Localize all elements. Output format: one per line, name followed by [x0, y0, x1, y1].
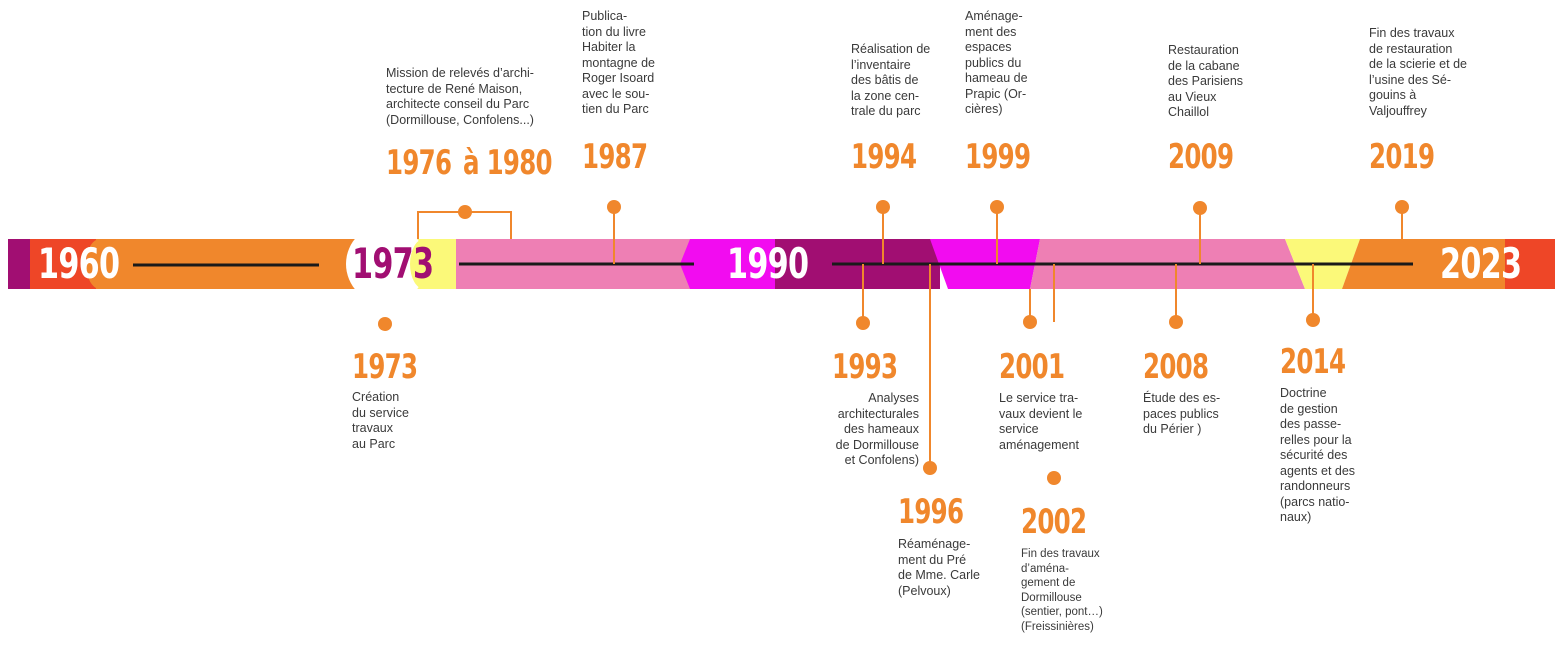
dot-1994	[876, 200, 890, 214]
dot-2001	[1023, 315, 1037, 329]
event-1987-year: 1987	[582, 137, 648, 177]
event-2002-desc: Fin des travaux d’aména- gement de Dormi…	[1021, 548, 1103, 633]
band-segment-orange-edge	[86, 239, 114, 289]
band-segment-magenta-1990	[680, 239, 780, 289]
dot-2009	[1193, 201, 1207, 215]
event-1976-year: 1976	[386, 143, 452, 183]
band-label-2023: 2023	[1440, 239, 1522, 288]
event-2014-desc: Doctrine de gestion des passe- relles po…	[1280, 386, 1356, 524]
event-1980-year: à 1980	[463, 143, 553, 183]
dot-2014	[1306, 313, 1320, 327]
milestone-1973-yellow-edge	[410, 239, 438, 289]
dot-1993	[856, 316, 870, 330]
event-1987-desc: Publica- tion du livre Habiter la montag…	[582, 9, 655, 116]
event-2002-year: 2002	[1021, 502, 1087, 542]
dot-1996	[923, 461, 937, 475]
event-2019-year: 2019	[1369, 137, 1435, 177]
dot-1973	[378, 317, 392, 331]
event-2014-year: 2014	[1280, 342, 1346, 382]
event-2009-year: 2009	[1168, 137, 1234, 177]
dot-1999	[990, 200, 1004, 214]
event-2001-desc: Le service tra- vaux devient le service …	[999, 391, 1083, 452]
event-2009-desc: Restauration de la cabane des Parisiens …	[1168, 43, 1244, 119]
band-label-1960: 1960	[38, 239, 120, 288]
event-1996-year: 1996	[898, 492, 964, 532]
dot-2008	[1169, 315, 1183, 329]
event-1993-desc: Analyses architecturales des hameaux de …	[835, 391, 919, 467]
event-1996-desc: Réaménage- ment du Pré de Mme. Carle (Pe…	[898, 537, 980, 598]
dot-1976-1980	[458, 205, 472, 219]
event-1999-desc: Aménage- ment des espaces publics du ham…	[965, 9, 1028, 116]
event-1994-year: 1994	[851, 137, 917, 177]
band-label-1973: 1973	[352, 239, 434, 288]
dot-2019	[1395, 200, 1409, 214]
event-1973-desc: Création du service travaux au Parc	[352, 390, 409, 451]
event-2008-desc: Étude des es- paces publics du Périer )	[1143, 391, 1221, 436]
event-2008-year: 2008	[1143, 347, 1209, 387]
band-segment-orange-2019	[1342, 239, 1505, 289]
dot-2002	[1047, 471, 1061, 485]
event-2001-year: 2001	[999, 347, 1065, 387]
event-1994-desc: Réalisation de l’inventaire des bâtis de…	[851, 42, 931, 118]
band-label-1990: 1990	[727, 239, 809, 288]
event-1993-year: 1993	[832, 347, 898, 387]
event-1976-desc: Mission de relevés d’archi- tecture de R…	[386, 66, 534, 127]
milestone-1973-circle	[346, 224, 426, 304]
event-2019-desc: Fin des travaux de restauration de la sc…	[1369, 26, 1467, 118]
event-1973-year: 1973	[352, 347, 418, 387]
band-segment-red-right	[1505, 239, 1555, 289]
event-1999-year: 1999	[965, 137, 1031, 177]
dot-1987	[607, 200, 621, 214]
